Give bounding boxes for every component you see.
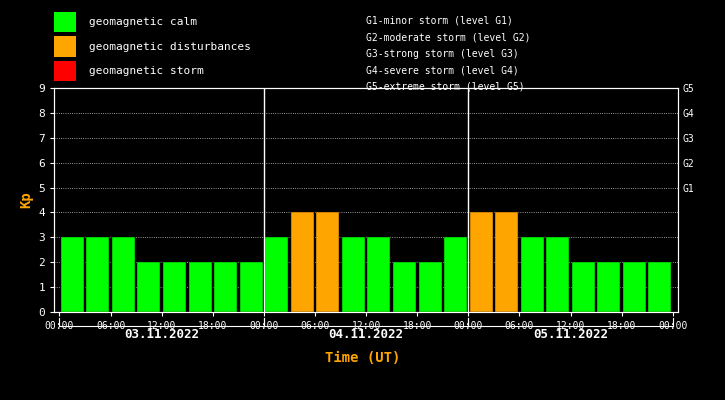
Text: G4-severe storm (level G4): G4-severe storm (level G4) [366, 65, 519, 75]
Bar [265, 237, 288, 312]
Bar [138, 262, 160, 312]
Bar [188, 262, 212, 312]
Text: Time (UT): Time (UT) [325, 351, 400, 365]
Bar [393, 262, 416, 312]
Bar [597, 262, 621, 312]
Bar [54, 12, 76, 32]
Bar [572, 262, 594, 312]
Bar [444, 237, 467, 312]
Text: G1-minor storm (level G1): G1-minor storm (level G1) [366, 16, 513, 26]
Bar [54, 61, 76, 81]
Bar [470, 212, 492, 312]
Bar [112, 237, 135, 312]
Bar [54, 36, 76, 57]
Text: 03.11.2022: 03.11.2022 [124, 328, 199, 340]
Text: G3-strong storm (level G3): G3-strong storm (level G3) [366, 49, 519, 59]
Bar [368, 237, 390, 312]
Bar [240, 262, 262, 312]
Bar [342, 237, 365, 312]
Bar [521, 237, 544, 312]
Bar [163, 262, 186, 312]
Bar [214, 262, 237, 312]
Bar [418, 262, 442, 312]
Bar [86, 237, 109, 312]
Text: 04.11.2022: 04.11.2022 [328, 328, 404, 340]
Bar [316, 212, 339, 312]
Bar [61, 237, 84, 312]
Text: geomagnetic disturbances: geomagnetic disturbances [88, 42, 251, 52]
Text: G5-extreme storm (level G5): G5-extreme storm (level G5) [366, 82, 525, 92]
Text: G2-moderate storm (level G2): G2-moderate storm (level G2) [366, 32, 531, 42]
Bar [648, 262, 671, 312]
Bar [495, 212, 518, 312]
Y-axis label: Kp: Kp [19, 192, 33, 208]
Text: geomagnetic storm: geomagnetic storm [88, 66, 204, 76]
Text: geomagnetic calm: geomagnetic calm [88, 17, 196, 27]
Bar [623, 262, 646, 312]
Text: 05.11.2022: 05.11.2022 [533, 328, 608, 340]
Bar [546, 237, 569, 312]
Bar [291, 212, 314, 312]
